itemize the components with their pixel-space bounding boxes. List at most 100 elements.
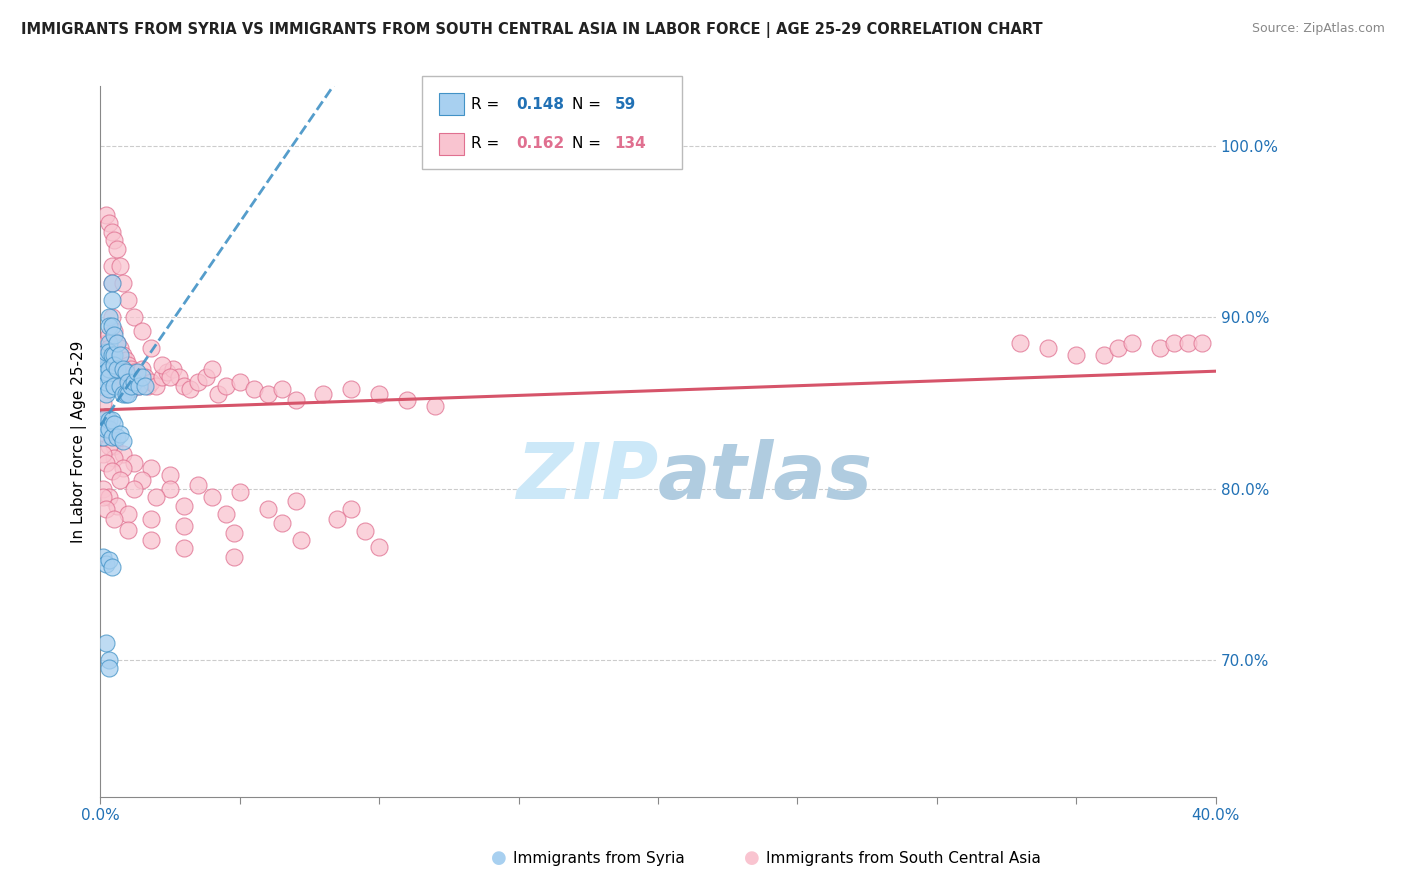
Point (100, 465, 122, 479)
Point (91, 361, 114, 376)
Point (91, 417, 114, 431)
Point (105, 336, 128, 351)
Point (117, 508, 139, 522)
Point (326, 512, 349, 526)
Point (215, 508, 238, 522)
Point (94, 361, 117, 376)
Point (114, 376, 136, 390)
Point (224, 549, 246, 564)
Point (105, 242, 128, 256)
Point (114, 353, 136, 368)
Point (111, 276, 134, 290)
Point (201, 490, 224, 504)
Point (111, 387, 134, 401)
Point (120, 361, 142, 376)
Point (120, 379, 142, 393)
Point (108, 361, 131, 376)
Text: Immigrants from South Central Asia: Immigrants from South Central Asia (766, 851, 1042, 865)
Point (97, 341, 120, 355)
Point (134, 379, 156, 393)
Point (1107, 341, 1129, 355)
Point (111, 348, 134, 362)
Point (131, 324, 153, 338)
Point (97, 336, 120, 351)
Point (97, 553, 120, 567)
Point (103, 234, 125, 248)
Point (108, 259, 131, 273)
Point (100, 276, 122, 290)
Point (94, 635, 117, 649)
Point (97, 365, 120, 379)
Point (105, 361, 128, 376)
Point (256, 502, 278, 516)
Text: R =: R = (471, 96, 505, 112)
Point (103, 348, 125, 362)
Point (108, 473, 131, 487)
Point (120, 382, 142, 396)
Point (97, 344, 120, 359)
Point (94, 426, 117, 441)
Point (111, 370, 134, 384)
Y-axis label: In Labor Force | Age 25-29: In Labor Force | Age 25-29 (72, 341, 87, 542)
Point (97, 327, 120, 342)
Point (284, 493, 307, 508)
Point (131, 361, 153, 376)
Point (94, 376, 117, 390)
Point (103, 417, 125, 431)
Point (122, 456, 145, 470)
Point (100, 413, 122, 427)
Point (173, 379, 195, 393)
Point (111, 434, 134, 448)
Point (94, 502, 117, 516)
Text: Source: ZipAtlas.com: Source: ZipAtlas.com (1251, 22, 1385, 36)
Point (1038, 341, 1060, 355)
Point (94, 361, 117, 376)
Point (111, 447, 134, 461)
Point (145, 379, 167, 393)
Point (173, 519, 195, 533)
Point (97, 318, 120, 333)
Point (179, 382, 201, 396)
Point (105, 361, 128, 376)
Point (136, 379, 159, 393)
Point (122, 376, 145, 390)
Point (100, 430, 122, 444)
Point (103, 324, 125, 338)
Point (100, 293, 122, 308)
Point (159, 467, 181, 482)
Point (97, 370, 120, 384)
Point (91, 482, 114, 496)
Point (117, 387, 139, 401)
Point (368, 387, 391, 401)
Point (100, 318, 122, 333)
Point (100, 276, 122, 290)
Point (125, 365, 148, 379)
Point (117, 376, 139, 390)
Point (94, 336, 117, 351)
Point (100, 560, 122, 574)
Point (94, 379, 117, 393)
Text: N =: N = (572, 96, 606, 112)
Point (201, 361, 224, 376)
Point (105, 336, 128, 351)
Point (91, 447, 114, 461)
Point (340, 382, 363, 396)
Point (128, 379, 150, 393)
Point (139, 461, 162, 475)
Point (103, 512, 125, 526)
Point (94, 557, 117, 571)
Point (94, 353, 117, 368)
Point (94, 409, 117, 424)
Text: atlas: atlas (658, 439, 873, 515)
Text: 134: 134 (614, 136, 647, 152)
Point (150, 359, 173, 373)
Point (114, 365, 136, 379)
Point (97, 422, 120, 436)
Point (100, 310, 122, 325)
Point (128, 379, 150, 393)
Point (94, 348, 117, 362)
Point (100, 344, 122, 359)
Point (105, 499, 128, 513)
Point (108, 348, 131, 362)
Point (150, 370, 173, 384)
